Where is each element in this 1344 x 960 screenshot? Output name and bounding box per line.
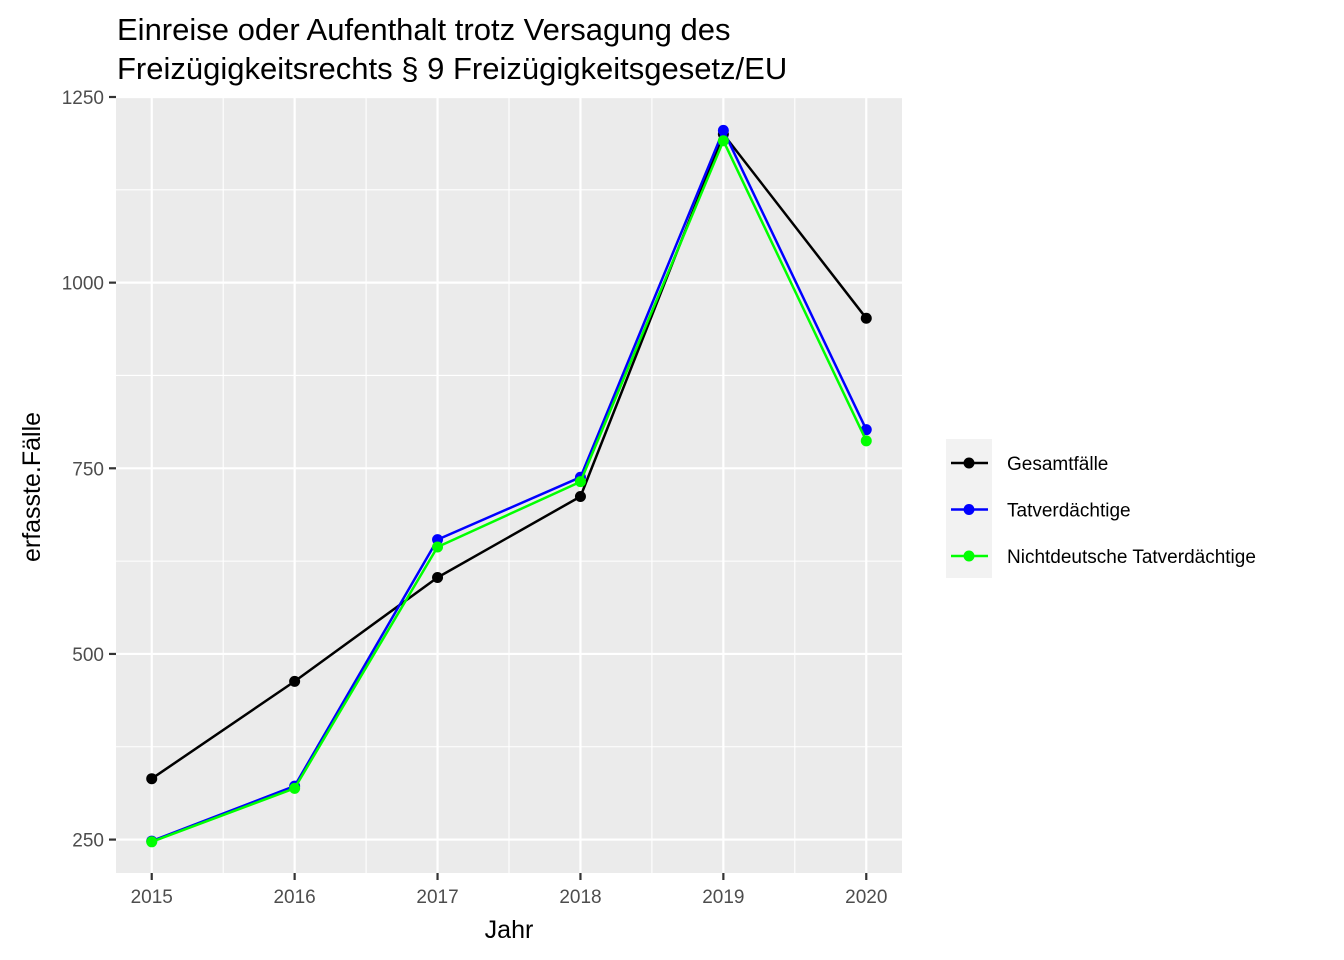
y-tick-label: 1250 bbox=[62, 88, 104, 109]
legend-item: Nichtdeutsche Tatverdächtige bbox=[951, 547, 1256, 568]
legend-key-point bbox=[963, 457, 975, 469]
y-tick-label: 500 bbox=[72, 645, 104, 666]
data-point bbox=[574, 476, 586, 488]
data-point bbox=[146, 836, 158, 848]
series-line bbox=[150, 132, 868, 780]
y-tick-label: 1000 bbox=[62, 274, 104, 295]
legend-label: Tatverdächtige bbox=[1007, 501, 1131, 522]
y-tick-label: 750 bbox=[72, 459, 104, 480]
x-tick-label: 2020 bbox=[845, 887, 887, 908]
legend: Gesamtfälle Tatverdächtige Nichtdeutsche T… bbox=[946, 439, 1256, 578]
axes: 250 500 750 1000 1250 2015 2016 2017 2018 2019 202… bbox=[62, 88, 888, 908]
x-tick-label: 2015 bbox=[131, 887, 173, 908]
data-point bbox=[289, 675, 301, 687]
x-tick-label: 2016 bbox=[273, 887, 315, 908]
series-line bbox=[151, 129, 868, 843]
data-point bbox=[289, 782, 301, 794]
legend-item: Gesamtfälle bbox=[951, 454, 1108, 475]
y-axis-title: erfasste.Fälle bbox=[18, 412, 46, 562]
data-point bbox=[717, 135, 729, 147]
legend-label: Gesamtfälle bbox=[1007, 454, 1108, 475]
series-layer bbox=[146, 124, 872, 848]
data-point bbox=[432, 571, 444, 583]
chart-title-line-2: Freizügigkeitsrechts § 9 Freizügigkeitsg… bbox=[117, 51, 787, 86]
legend-item: Tatverdächtige bbox=[951, 501, 1131, 522]
x-axis-title: Jahr bbox=[485, 916, 534, 944]
x-tick-label: 2017 bbox=[416, 887, 458, 908]
data-point bbox=[574, 491, 586, 503]
data-point bbox=[146, 773, 158, 785]
legend-key-point bbox=[963, 504, 975, 515]
x-tick-label: 2018 bbox=[559, 887, 601, 908]
series-3 bbox=[146, 135, 872, 848]
series-1 bbox=[146, 128, 872, 785]
data-point bbox=[860, 312, 872, 324]
series-line bbox=[151, 139, 868, 843]
grid-major bbox=[116, 95, 902, 873]
x-tick-label: 2019 bbox=[702, 887, 744, 908]
y-tick-label: 250 bbox=[72, 831, 104, 852]
chart-title-line-1: Einreise oder Aufenthalt trotz Versagung… bbox=[117, 12, 731, 47]
data-point bbox=[432, 541, 444, 553]
legend-key-point bbox=[963, 550, 975, 562]
data-point bbox=[717, 124, 729, 136]
legend-label: Nichtdeutsche Tatverdächtige bbox=[1007, 547, 1256, 568]
data-point bbox=[860, 435, 872, 447]
